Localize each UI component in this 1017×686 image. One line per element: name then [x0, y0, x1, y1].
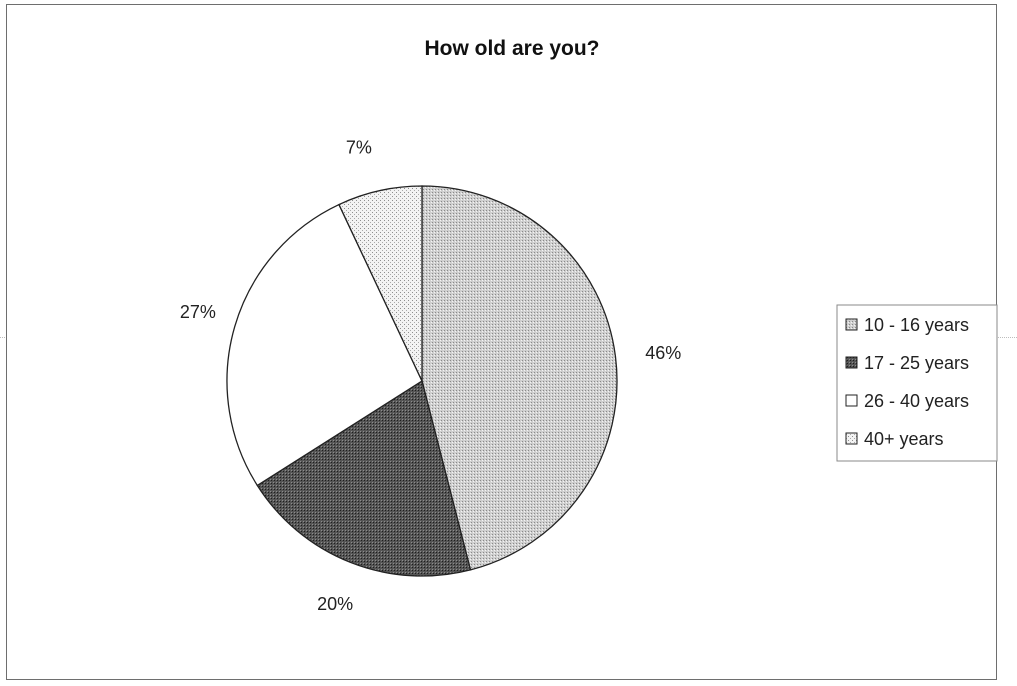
legend-label-17-25-years: 17 - 25 years	[864, 353, 969, 373]
legend-swatch-17-25-years	[845, 356, 858, 369]
pie-slices	[226, 185, 618, 577]
legend-label-40-years: 40+ years	[864, 429, 944, 449]
legend: 10 - 16 years 17 - 25 years 26 - 40 years 4…	[836, 304, 998, 462]
legend-label-10-16-years: 10 - 16 years	[864, 315, 969, 335]
pie-slice-26-40-years	[226, 203, 423, 487]
data-label-10-16-years: 46%	[645, 343, 681, 363]
pie-slice-17-25-years	[256, 379, 472, 577]
legend-label-26-40-years: 26 - 40 years	[864, 391, 969, 411]
legend-swatch-10-16-years	[845, 318, 858, 331]
legend-swatch-26-40-years	[845, 394, 858, 407]
pie-slice-40-years	[338, 185, 423, 382]
legend-box	[836, 304, 998, 462]
data-label-17-25-years: 20%	[317, 594, 353, 614]
data-label-40-years: 7%	[346, 137, 372, 157]
data-label-26-40-years: 27%	[180, 302, 216, 322]
chart-title: How old are you?	[424, 37, 599, 60]
pie-slice-10-16-years	[421, 185, 618, 571]
pie-data-labels: 46% 20% 27% 7%	[180, 137, 681, 614]
legend-swatch-40-years	[845, 432, 858, 445]
